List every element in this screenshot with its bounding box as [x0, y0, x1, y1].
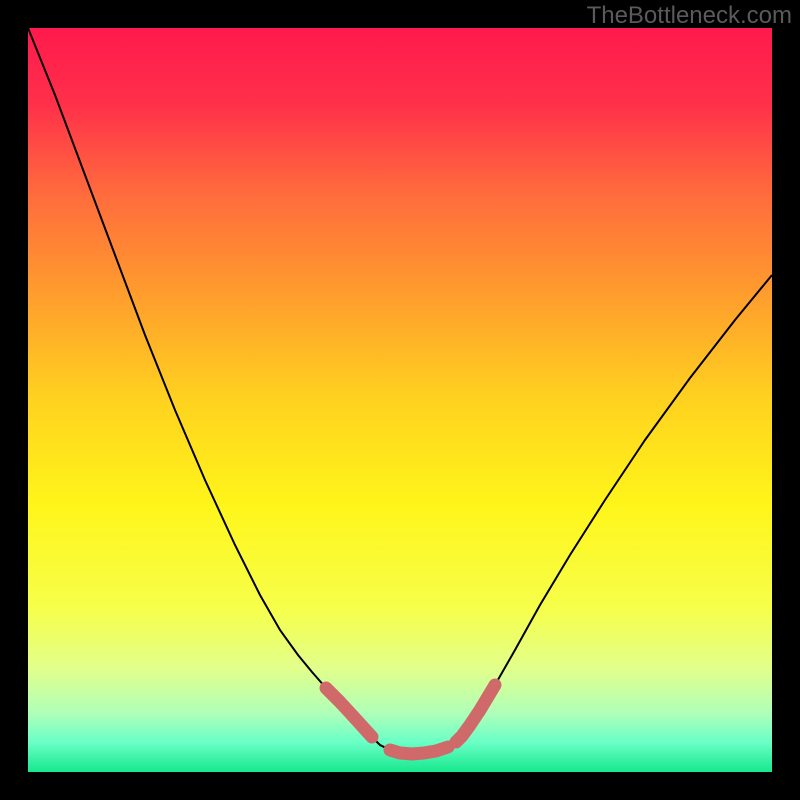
highlight-segment: [456, 685, 495, 742]
watermark-text: TheBottleneck.com: [587, 2, 792, 30]
highlight-segment: [326, 688, 372, 737]
bottleneck-curve: [28, 28, 772, 754]
highlight-segment: [390, 747, 448, 754]
chart-frame: TheBottleneck.com: [0, 0, 800, 800]
plot-area: [28, 28, 772, 772]
curve-layer: [28, 28, 772, 772]
